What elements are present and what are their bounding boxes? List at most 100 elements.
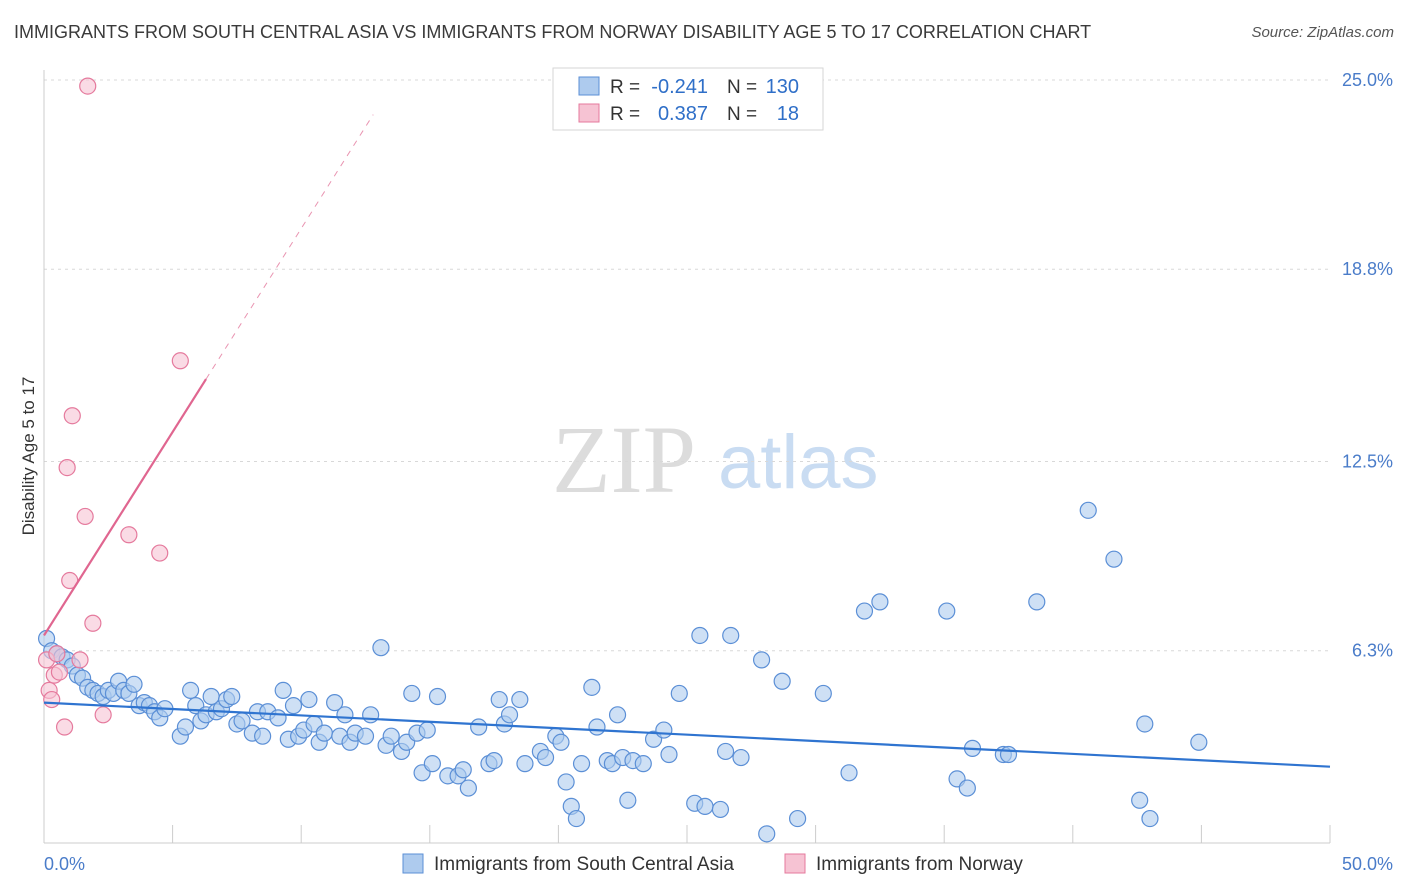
data-point-south-central-asia [423, 755, 441, 773]
legend-n-value-2: 18 [777, 103, 799, 125]
data-point-south-central-asia [1190, 733, 1208, 751]
legend-n-value-1: 130 [766, 76, 799, 98]
data-point-south-central-asia [999, 745, 1018, 764]
data-point-south-central-asia [557, 773, 575, 791]
data-point-south-central-asia [254, 727, 272, 745]
y-tick-label: 18.8% [1342, 259, 1393, 279]
data-point-south-central-asia [691, 626, 709, 645]
x-tick-label-max: 50.0% [1342, 854, 1393, 874]
legend-r-value-1: -0.241 [651, 76, 708, 98]
data-point-south-central-asia [428, 687, 447, 706]
legend-swatch-pink [578, 103, 600, 123]
data-point-south-central-asia [722, 626, 740, 645]
legend-n-label-1: N = [727, 77, 757, 98]
data-point-south-central-asia [362, 706, 380, 724]
trend-line-norway [43, 378, 207, 637]
bottom-legend-swatch-pink [784, 853, 806, 874]
x-tick-label-min: 0.0% [44, 854, 85, 874]
data-point-south-central-asia [814, 684, 832, 703]
data-point-norway [50, 663, 69, 681]
data-point-south-central-asia [752, 651, 771, 669]
legend-r-value-2: 0.387 [658, 103, 708, 125]
data-point-south-central-asia [454, 761, 472, 779]
data-point-south-central-asia [773, 672, 791, 690]
data-point-south-central-asia [274, 681, 292, 700]
data-point-south-central-asia [470, 718, 488, 736]
data-point-south-central-asia [1131, 791, 1149, 809]
data-point-south-central-asia [938, 602, 956, 620]
legend-swatch-blue [578, 76, 600, 96]
data-point-norway [79, 77, 97, 95]
trend-lines [43, 114, 1331, 768]
data-point-south-central-asia [670, 684, 688, 703]
data-point-norway [94, 706, 112, 724]
data-point-south-central-asia [372, 639, 390, 657]
axes [43, 70, 1331, 844]
data-point-south-central-asia [284, 697, 303, 715]
data-point-south-central-asia [1141, 809, 1159, 828]
grid-lines [44, 79, 1330, 652]
data-point-south-central-asia [655, 721, 673, 739]
data-point-norway [151, 544, 169, 562]
trend-line-extension [205, 114, 374, 380]
data-point-south-central-asia [176, 718, 195, 736]
data-point-south-central-asia [490, 690, 508, 709]
data-point-south-central-asia [1136, 715, 1154, 733]
data-point-south-central-asia [403, 684, 421, 703]
data-point-norway [48, 645, 66, 663]
data-point-south-central-asia [588, 718, 606, 736]
y-tick-label: 6.3% [1352, 641, 1393, 661]
data-point-south-central-asia [356, 727, 375, 745]
data-point-south-central-asia [572, 755, 591, 773]
data-point-south-central-asia [608, 706, 627, 724]
data-point-south-central-asia [485, 751, 503, 770]
data-point-norway [58, 459, 76, 477]
bottom-legend-label-blue: Immigrants from South Central Asia [434, 854, 734, 875]
series-legend: Immigrants from South Central Asia Immig… [402, 853, 1023, 875]
legend-r-label-2: R = [610, 104, 640, 125]
data-point-south-central-asia [500, 706, 519, 724]
chart-title: IMMIGRANTS FROM SOUTH CENTRAL ASIA VS IM… [14, 22, 1092, 42]
data-point-norway [120, 526, 138, 544]
data-point-south-central-asia [660, 745, 678, 764]
trend-line-south-central-asia [43, 701, 1331, 768]
data-point-south-central-asia [223, 687, 241, 706]
y-tick-label: 25.0% [1342, 70, 1393, 90]
series-norway [37, 77, 189, 736]
data-point-south-central-asia [871, 593, 889, 611]
data-point-south-central-asia [840, 764, 858, 782]
data-point-norway [76, 507, 94, 526]
data-point-norway [43, 690, 61, 709]
data-point-south-central-asia [125, 675, 143, 693]
data-point-norway [84, 614, 102, 632]
x-axis-ticks [172, 825, 1331, 843]
data-point-south-central-asia [1079, 501, 1097, 519]
data-point-south-central-asia [716, 742, 735, 761]
data-point-south-central-asia [855, 602, 874, 620]
data-point-south-central-asia [732, 748, 750, 767]
data-point-south-central-asia [1028, 593, 1046, 611]
data-point-south-central-asia [300, 690, 318, 709]
data-point-norway [71, 651, 89, 669]
source-label: Source: ZipAtlas.com [1251, 24, 1394, 41]
data-point-south-central-asia [536, 748, 555, 767]
data-point-south-central-asia [958, 779, 976, 797]
watermark-zip: ZIP [552, 406, 696, 513]
y-axis-label: Disability Age 5 to 17 [19, 377, 38, 536]
y-tick-label: 12.5% [1342, 452, 1393, 472]
bottom-legend-label-pink: Immigrants from Norway [816, 854, 1023, 875]
data-point-south-central-asia [326, 694, 344, 712]
data-point-south-central-asia [696, 797, 714, 815]
series-south-central-asia [37, 501, 1208, 843]
data-point-south-central-asia [711, 800, 730, 819]
data-point-south-central-asia [1105, 550, 1123, 568]
correlation-legend: R = -0.241 N = 130 R = 0.387 N = 18 [552, 67, 824, 131]
data-point-norway [63, 407, 81, 425]
data-point-south-central-asia [634, 755, 652, 773]
data-point-south-central-asia [182, 681, 200, 700]
data-point-south-central-asia [315, 724, 333, 742]
data-point-south-central-asia [382, 727, 400, 745]
data-point-south-central-asia [583, 678, 601, 696]
data-point-south-central-asia [418, 721, 436, 739]
